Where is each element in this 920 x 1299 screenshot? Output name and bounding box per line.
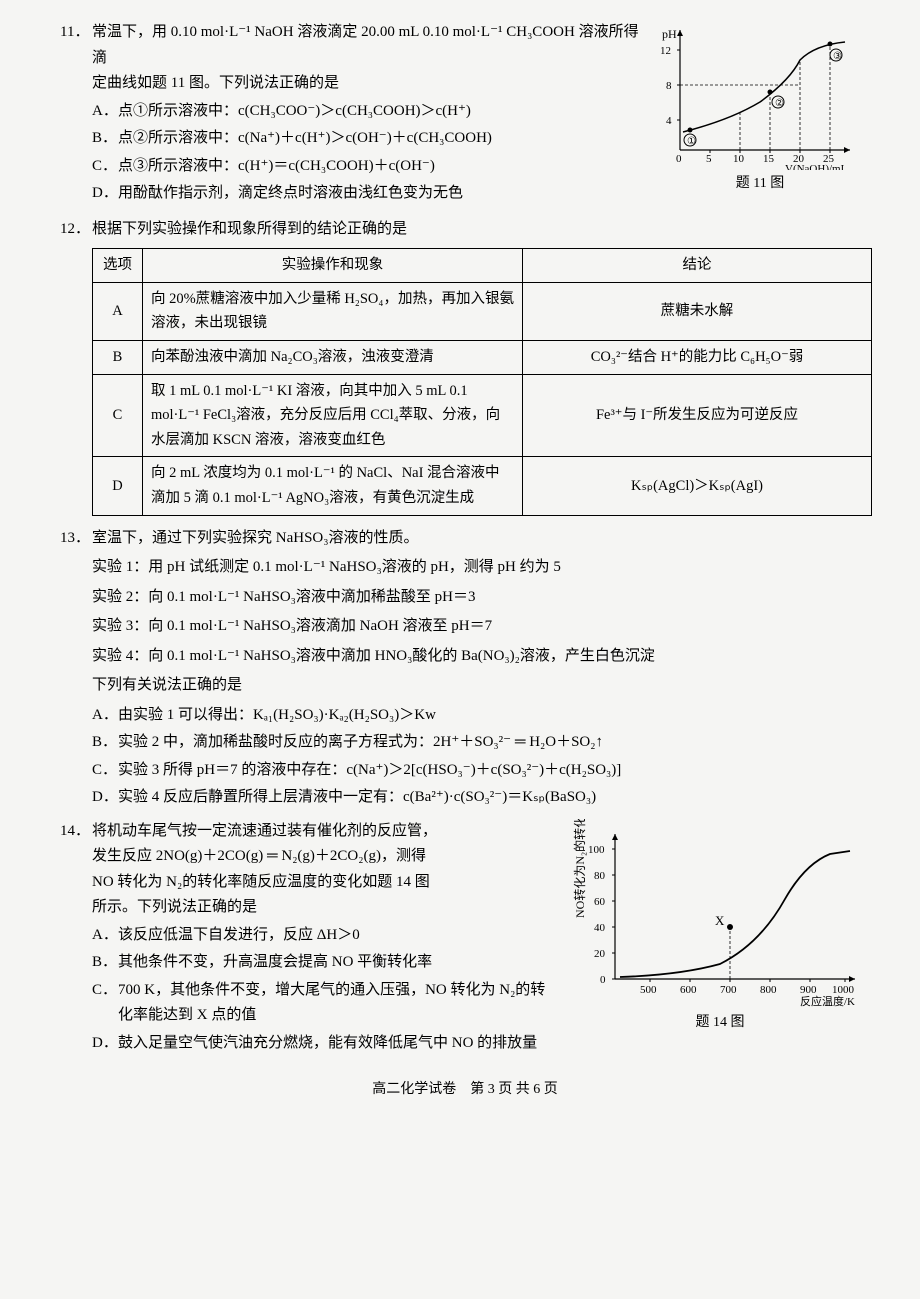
opt-label: D．: [92, 785, 118, 811]
q11-stem-line2: 定曲线如题 11 图。下列说法正确的是: [60, 71, 640, 97]
q13-stem: 室温下，通过下列实验探究 NaHSO₃溶液的性质。: [92, 526, 870, 552]
question-13: 13． 室温下，通过下列实验探究 NaHSO₃溶液的性质。 实验 1：用 pH …: [60, 526, 870, 811]
svg-text:①: ①: [687, 136, 696, 147]
svg-text:900: 900: [800, 984, 817, 996]
q14-stem-line2: 发生反应 2NO(g)＋2CO(g) ═ N₂(g)＋2CO₂(g)，测得: [60, 844, 560, 870]
th-operation: 实验操作和现象: [143, 249, 523, 283]
q12-table: 选项 实验操作和现象 结论 A 向 20%蔗糖溶液中加入少量稀 H₂SO₄，加热…: [92, 248, 872, 516]
svg-text:700: 700: [720, 984, 737, 996]
table-row: C 取 1 mL 0.1 mol·L⁻¹ KI 溶液，向其中加入 5 mL 0.…: [93, 374, 872, 457]
opt-label: D．: [92, 1031, 118, 1057]
q13-opt-b: 实验 2 中，滴加稀盐酸时反应的离子方程式为：2H⁺＋SO₃²⁻ ═ H₂O＋S…: [118, 730, 870, 756]
table-row: B 向苯酚浊液中滴加 Na₂CO₃溶液，浊液变澄清 CO₃²⁻结合 H⁺的能力比…: [93, 340, 872, 374]
opt-label: C．: [92, 978, 118, 1029]
opt-label: D．: [92, 181, 118, 207]
svg-text:80: 80: [594, 870, 606, 882]
q14-stem-line4: 所示。下列说法正确的是: [60, 895, 560, 921]
svg-text:③: ③: [833, 51, 842, 62]
svg-text:0: 0: [600, 974, 606, 986]
question-12: 12． 根据下列实验操作和现象所得到的结论正确的是 选项 实验操作和现象 结论 …: [60, 217, 870, 516]
opt-label: C．: [92, 154, 118, 180]
page-footer: 高二化学试卷 第 3 页 共 6 页: [60, 1078, 870, 1102]
svg-text:20: 20: [594, 948, 606, 960]
svg-text:10: 10: [733, 153, 745, 165]
q11-opt-d: 用酚酞作指示剂，滴定终点时溶液由浅红色变为无色: [118, 181, 640, 207]
q11-chart-caption: 题 11 图: [650, 172, 870, 196]
svg-text:0: 0: [676, 153, 682, 165]
q14-chart-caption: 题 14 图: [570, 1011, 870, 1035]
q14-opt-c: 700 K，其他条件不变，增大尾气的通入压强，NO 转化为 N₂的转化率能达到 …: [118, 978, 560, 1029]
q14-number: 14．: [60, 819, 92, 845]
q12-stem: 根据下列实验操作和现象所得到的结论正确的是: [92, 217, 870, 243]
opt-label: A．: [92, 703, 118, 729]
opt-label: B．: [92, 126, 118, 152]
question-14: 14． 将机动车尾气按一定流速通过装有催化剂的反应管， 发生反应 2NO(g)＋…: [60, 819, 870, 1059]
question-11: 11． 常温下，用 0.10 mol·L⁻¹ NaOH 溶液滴定 20.00 m…: [60, 20, 870, 209]
table-row: D 向 2 mL 浓度均为 0.1 mol·L⁻¹ 的 NaCl、NaI 混合溶…: [93, 457, 872, 515]
q11-opt-c: 点③所示溶液中：c(H⁺)＝c(CH₃COOH)＋c(OH⁻): [118, 154, 640, 180]
q14-stem-line3: NO 转化为 N₂的转化率随反应温度的变化如题 14 图: [60, 870, 560, 896]
q13-exp1: 实验 1：用 pH 试纸测定 0.1 mol·L⁻¹ NaHSO₃溶液的 pH，…: [60, 555, 870, 581]
q13-opt-c: 实验 3 所得 pH＝7 的溶液中存在：c(Na⁺)＞2[c(HSO₃⁻)＋c(…: [118, 758, 870, 784]
th-conclusion: 结论: [523, 249, 872, 283]
q13-exp3: 实验 3：向 0.1 mol·L⁻¹ NaHSO₃溶液滴加 NaOH 溶液至 p…: [60, 614, 870, 640]
q13-opt-d: 实验 4 反应后静置所得上层清液中一定有：c(Ba²⁺)·c(SO₃²⁻)＝Kₛ…: [118, 785, 870, 811]
q14-opt-a: 该反应低温下自发进行，反应 ΔH＞0: [118, 923, 560, 949]
th-option: 选项: [93, 249, 143, 283]
q13-opt-a: 由实验 1 可以得出：Kₐ₁(H₂SO₃)·Kₐ₂(H₂SO₃)＞Kw: [118, 703, 870, 729]
ylabel: pH: [662, 27, 677, 41]
q13-exp4: 实验 4：向 0.1 mol·L⁻¹ NaHSO₃溶液中滴加 HNO₃酸化的 B…: [60, 644, 870, 670]
opt-label: B．: [92, 950, 118, 976]
svg-text:5: 5: [706, 153, 712, 165]
q14-opt-b: 其他条件不变，升高温度会提高 NO 平衡转化率: [118, 950, 560, 976]
svg-text:X: X: [715, 913, 725, 928]
opt-label: B．: [92, 730, 118, 756]
svg-text:8: 8: [666, 80, 672, 92]
q14-chart: NO转化为N₂的转化率/% 0 20 40 60 80 100 500 600 …: [570, 819, 870, 1059]
opt-label: C．: [92, 758, 118, 784]
q13-exp2: 实验 2：向 0.1 mol·L⁻¹ NaHSO₃溶液中滴加稀盐酸至 pH＝3: [60, 585, 870, 611]
q14-opt-d: 鼓入足量空气使汽油充分燃烧，能有效降低尾气中 NO 的排放量: [118, 1031, 560, 1057]
svg-text:800: 800: [760, 984, 777, 996]
svg-text:1000: 1000: [832, 984, 855, 996]
svg-text:40: 40: [594, 922, 606, 934]
q11-opt-b: 点②所示溶液中：c(Na⁺)＋c(H⁺)＞c(OH⁻)＋c(CH₃COOH): [118, 126, 640, 152]
q13-stem2: 下列有关说法正确的是: [60, 673, 870, 699]
opt-label: A．: [92, 99, 118, 125]
opt-label: A．: [92, 923, 118, 949]
svg-text:反应温度/K: 反应温度/K: [800, 994, 855, 1008]
q11-opt-a: 点①所示溶液中：c(CH₃COO⁻)＞c(CH₃COOH)＞c(H⁺): [118, 99, 640, 125]
q12-number: 12．: [60, 217, 92, 243]
svg-text:②: ②: [775, 98, 784, 109]
svg-text:15: 15: [763, 153, 775, 165]
svg-text:500: 500: [640, 984, 657, 996]
table-row: A 向 20%蔗糖溶液中加入少量稀 H₂SO₄，加热，再加入银氨溶液，未出现银镜…: [93, 282, 872, 340]
svg-text:4: 4: [666, 115, 672, 127]
svg-text:100: 100: [588, 844, 605, 856]
q11-stem-line1: 常温下，用 0.10 mol·L⁻¹ NaOH 溶液滴定 20.00 mL 0.…: [92, 20, 640, 71]
q13-number: 13．: [60, 526, 92, 552]
q14-stem-line1: 将机动车尾气按一定流速通过装有催化剂的反应管，: [92, 819, 560, 845]
svg-text:NO转化为N₂的转化率/%: NO转化为N₂的转化率/%: [572, 819, 587, 918]
q11-chart: pH 4 8 12 0 5 10 15 20 25: [650, 20, 870, 209]
q11-number: 11．: [60, 20, 92, 71]
svg-text:600: 600: [680, 984, 697, 996]
svg-text:12: 12: [660, 45, 671, 57]
svg-text:60: 60: [594, 896, 606, 908]
svg-text:V(NaOH)/mL: V(NaOH)/mL: [785, 163, 848, 170]
